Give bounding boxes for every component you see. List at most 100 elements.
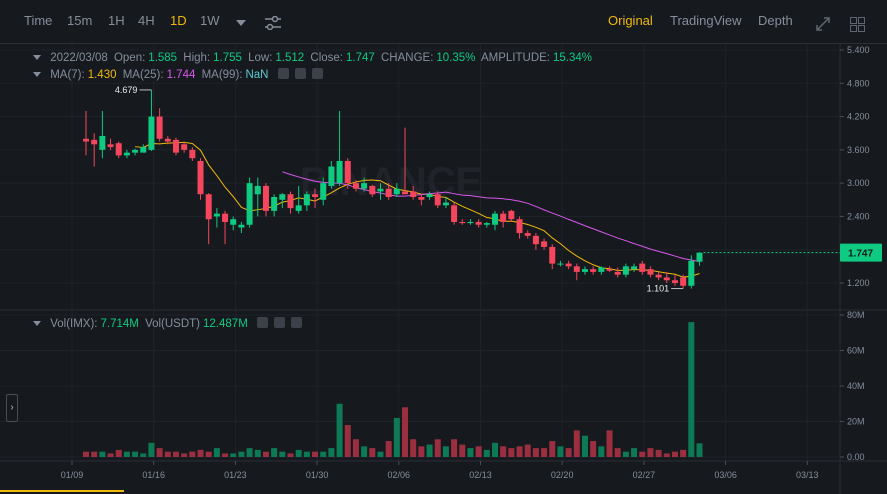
price-tick-label: 2.400	[847, 211, 870, 221]
candle-body	[426, 194, 433, 198]
settings-icon[interactable]	[294, 68, 306, 79]
candle-body	[164, 138, 171, 142]
view-tradingview[interactable]: TradingView	[670, 13, 742, 28]
close-icon[interactable]	[311, 68, 323, 79]
volume-bar	[115, 449, 122, 457]
volume-bar	[442, 446, 449, 457]
view-depth[interactable]: Depth	[758, 13, 793, 28]
candle-body	[115, 143, 122, 156]
volume-bar	[508, 448, 515, 457]
volume-bar	[565, 448, 572, 457]
candle-body	[271, 197, 278, 211]
grid-icon[interactable]	[850, 17, 865, 32]
candlestick-chart[interactable]: BINANCE 5.400 4.800 4.200 3.600 3.000 2.400 1.…	[0, 44, 887, 494]
candle-body	[123, 152, 130, 156]
caret-down-icon[interactable]	[33, 72, 41, 78]
candle-body	[344, 160, 351, 184]
eye-icon[interactable]	[277, 68, 289, 79]
volume-bar	[336, 403, 343, 457]
time-tick-label: 03/13	[796, 470, 819, 480]
interval-time[interactable]: Time	[24, 13, 53, 28]
volume-bar	[549, 441, 556, 457]
legend-ma7: 1.430	[87, 69, 117, 81]
candle-body	[475, 221, 482, 225]
volume-bar	[172, 451, 179, 457]
candle-body	[541, 241, 548, 247]
volume-bar	[83, 451, 89, 457]
caret-down-icon[interactable]	[33, 55, 41, 61]
view-original[interactable]: Original	[608, 13, 653, 28]
volume-bar	[262, 451, 269, 457]
legend-volusdt: 12.487M	[203, 318, 248, 330]
candle-body	[549, 246, 556, 264]
eye-icon[interactable]	[256, 317, 268, 328]
volume-bar	[205, 451, 212, 457]
candle-body	[361, 183, 368, 189]
volume-bar	[197, 449, 204, 457]
candle-body	[581, 269, 588, 272]
candle-body	[696, 252, 703, 262]
volume-bar	[418, 446, 425, 457]
candle-body	[688, 260, 695, 286]
last-price-tag	[840, 243, 882, 262]
legend-ma25-label: MA(25):	[122, 69, 164, 81]
low-marker-label: 1.101	[647, 284, 670, 294]
candle-body	[352, 183, 359, 189]
candle-body	[647, 269, 654, 275]
candle-body	[238, 224, 245, 228]
candle-body	[557, 263, 564, 265]
expand-icon[interactable]	[816, 17, 830, 31]
candle-body	[467, 221, 474, 224]
candle-body	[83, 138, 89, 142]
candle-body	[508, 210, 515, 220]
legend-change: 10.35%	[436, 52, 476, 64]
candle-body	[230, 219, 237, 225]
volume-bar	[581, 435, 588, 457]
interval-1d[interactable]: 1D	[170, 13, 187, 28]
candle-body	[590, 269, 597, 272]
interval-15m[interactable]: 15m	[67, 13, 93, 28]
sliders-icon[interactable]	[265, 16, 281, 30]
close-icon[interactable]	[290, 317, 302, 328]
volume-bar	[410, 439, 417, 457]
settings-icon[interactable]	[273, 317, 285, 328]
candle-body	[320, 183, 327, 200]
caret-down-icon[interactable]	[33, 321, 41, 327]
candle-body	[205, 194, 212, 220]
caret-down-icon[interactable]	[236, 20, 246, 26]
interval-4h[interactable]: 4H	[138, 13, 155, 28]
legend-open-label: Open:	[113, 52, 146, 64]
volume-bar	[238, 451, 245, 457]
volume-bar	[213, 448, 220, 457]
time-tick-label: 02/06	[388, 470, 411, 480]
ma25-line	[282, 171, 700, 263]
time-tick-label: 02/13	[469, 470, 492, 480]
time-tick-label: 01/30	[306, 470, 329, 480]
price-tick-label: 1.200	[847, 278, 870, 288]
volume-bar	[590, 441, 597, 457]
volume-bar	[663, 453, 670, 457]
time-range-indicator	[0, 490, 124, 492]
ma-legend: MA(7): 1.430 MA(25): 1.744 MA(99): NaN	[33, 68, 326, 81]
volume-bar	[123, 451, 130, 457]
interval-1h[interactable]: 1H	[108, 13, 125, 28]
volume-bar	[189, 451, 196, 457]
volume-bar	[246, 448, 253, 457]
interval-1w[interactable]: 1W	[200, 13, 220, 28]
candle-body	[140, 147, 147, 153]
volume-bar	[475, 446, 482, 457]
expand-sidebar-button[interactable]: ›	[6, 394, 18, 422]
volume-bar	[557, 446, 564, 457]
candle-body	[295, 205, 302, 211]
price-tick-label: 3.600	[847, 145, 870, 155]
candle-body	[393, 188, 400, 195]
price-tick-label: 4.200	[847, 112, 870, 122]
price-tick-label: 4.800	[847, 78, 870, 88]
candle-body	[459, 221, 466, 224]
volume-bar	[369, 448, 376, 457]
volume-bar	[385, 441, 392, 457]
last-price-label: 1.747	[848, 249, 873, 260]
ma7-line	[135, 141, 700, 278]
candle-body	[614, 271, 621, 275]
volume-bar	[426, 444, 433, 457]
